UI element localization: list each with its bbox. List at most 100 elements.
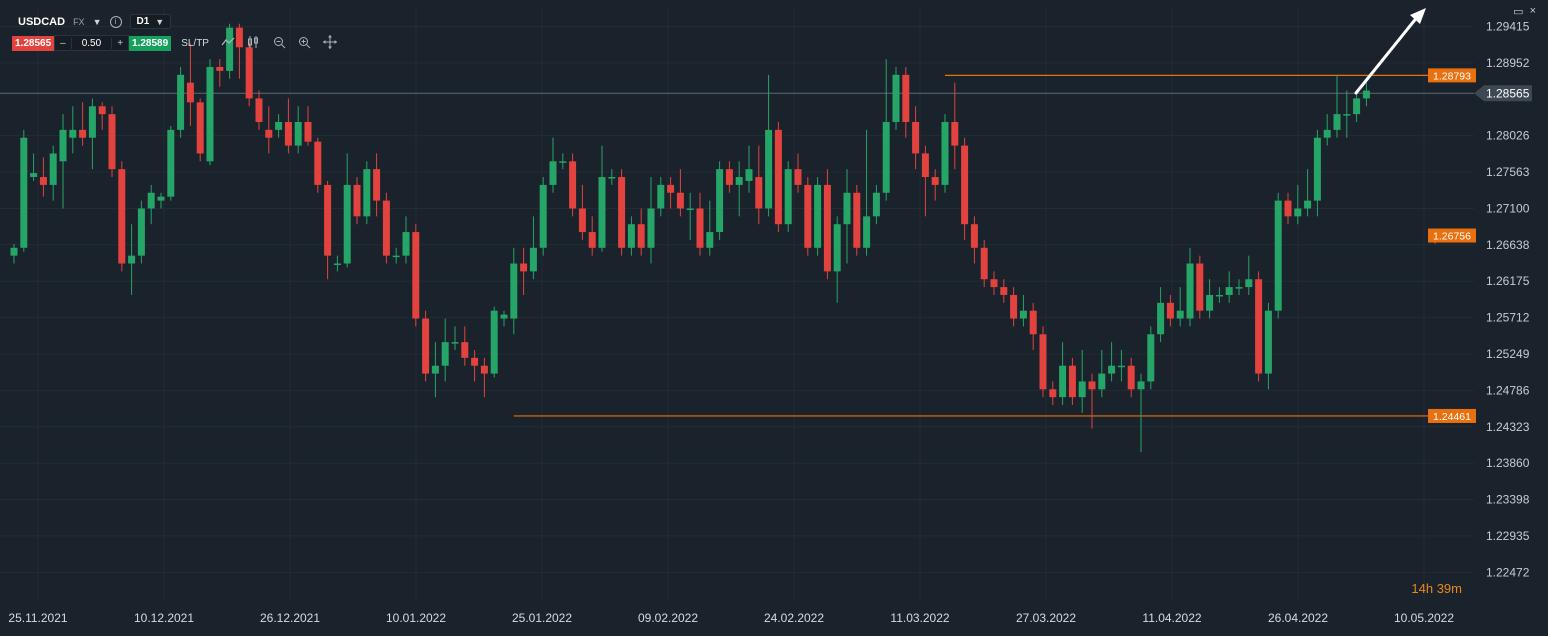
candle-body (510, 263, 518, 319)
candle-body (588, 232, 596, 248)
candle-body (177, 74, 185, 130)
zoom-out-icon[interactable] (273, 36, 286, 51)
candle (794, 153, 802, 193)
level-price-tag[interactable] (1428, 408, 1476, 423)
candle (500, 310, 508, 327)
candle (441, 318, 449, 382)
candle (304, 106, 312, 146)
candle (1206, 279, 1214, 319)
candle (471, 349, 479, 382)
candle-body (823, 184, 831, 272)
candle (872, 184, 880, 225)
candle-body (1196, 263, 1204, 311)
candle-body (716, 169, 724, 233)
candle-body (804, 184, 812, 248)
candle-body (667, 184, 675, 193)
candle-body (1343, 114, 1351, 116)
candle (490, 306, 498, 378)
candle (59, 114, 67, 209)
symbol-name[interactable]: USDCAD (18, 15, 66, 28)
trend-arrow[interactable] (1354, 8, 1426, 95)
candle-body (735, 177, 743, 185)
candle (627, 216, 635, 256)
candle (353, 177, 361, 225)
close-icon[interactable]: × (1529, 5, 1536, 17)
candle-body (921, 153, 929, 178)
candle (402, 216, 410, 264)
zoom-in-icon[interactable] (298, 36, 311, 51)
candle-body (1068, 365, 1076, 398)
line-chart-icon[interactable] (221, 37, 235, 49)
candle (392, 247, 400, 264)
candle (1353, 90, 1361, 122)
candle-body (676, 192, 684, 209)
candle-body (451, 342, 459, 344)
info-icon[interactable]: i (109, 15, 122, 28)
candle (853, 184, 861, 256)
increase-button[interactable]: + (117, 37, 124, 49)
candle-body (794, 169, 802, 185)
quantity-stepper[interactable]: – 0.50 + (54, 35, 130, 51)
candle (275, 114, 283, 138)
price-tick-label: 1.29415 (1486, 19, 1530, 33)
level-price-tag[interactable] (1428, 68, 1476, 83)
candle (559, 153, 567, 170)
candle-body (1098, 373, 1106, 390)
candle-body (1313, 137, 1321, 201)
candle-body (461, 342, 469, 358)
candle-countdown: 14h 39m (1411, 581, 1462, 596)
candle (137, 200, 145, 264)
decrease-button[interactable]: – (60, 37, 66, 49)
candle-body (500, 314, 508, 319)
candle (118, 161, 126, 272)
level-price-tag[interactable] (1428, 228, 1476, 243)
candle-body (59, 129, 67, 162)
candle (1274, 192, 1282, 319)
candle (206, 59, 214, 166)
sell-price-button[interactable]: 1.28565 (12, 35, 55, 51)
candle (912, 106, 920, 170)
candle-body (931, 177, 939, 185)
candle (970, 216, 978, 264)
candle-body (1127, 365, 1135, 390)
candle (735, 161, 743, 217)
timeframe-select[interactable]: D1 ▼ (129, 14, 172, 29)
candle (1059, 342, 1067, 406)
symbol-dropdown-icon[interactable]: ▼ (92, 16, 102, 27)
candle-body (382, 200, 390, 256)
candle-body (284, 121, 292, 146)
candle (637, 208, 645, 256)
candle-body (1019, 310, 1027, 319)
candle-body (647, 208, 655, 248)
candle (255, 90, 263, 130)
candle (333, 255, 341, 272)
candle (961, 137, 969, 240)
candle-body (343, 184, 351, 264)
quantity-value[interactable]: 0.50 (70, 37, 113, 49)
candle (324, 180, 332, 280)
candle-body (882, 121, 890, 193)
sltp-button[interactable]: SL/TP (181, 37, 209, 49)
timeframe-value: D1 (136, 16, 150, 27)
symbol-row: USDCAD FX ▼ i D1 ▼ (18, 14, 172, 29)
candle (1078, 349, 1086, 413)
buy-price-button[interactable]: 1.28589 (129, 35, 172, 51)
candle (755, 145, 763, 225)
candle-body (765, 129, 773, 209)
crosshair-icon[interactable] (322, 35, 337, 51)
candle (990, 271, 998, 295)
candle (294, 106, 302, 154)
candlesticks (10, 23, 1370, 453)
candle (196, 98, 204, 162)
candles-icon[interactable] (247, 36, 261, 50)
horizontal-levels[interactable]: 1.28793 1.26756 1.24461 (0, 68, 1476, 423)
candle-body (353, 184, 361, 217)
candle-body (814, 184, 822, 248)
candle (265, 106, 273, 154)
candle-body (304, 121, 312, 142)
candle (520, 247, 528, 295)
price-tick-label: 1.23860 (1486, 456, 1530, 470)
candle (245, 43, 253, 107)
maximize-icon[interactable]: ▭ (1513, 6, 1524, 18)
